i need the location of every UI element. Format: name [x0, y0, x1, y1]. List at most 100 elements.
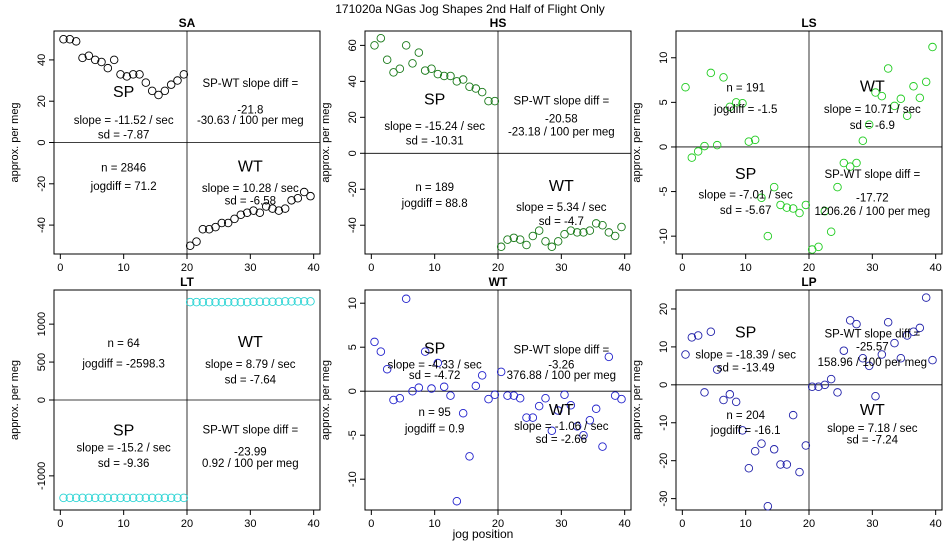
annotation: 158.96 / 100 per meg	[818, 357, 927, 369]
annotation: -23.99	[234, 446, 267, 458]
data-point	[78, 493, 87, 503]
data-point	[420, 66, 430, 75]
annotation: n = 189	[415, 182, 454, 194]
annotation: 1206.26 / 100 per meg	[814, 206, 930, 218]
data-point	[617, 222, 626, 232]
annotation: -25.57	[856, 342, 889, 354]
data-point	[883, 317, 893, 327]
data-point	[414, 48, 424, 57]
data-point	[820, 380, 830, 390]
data-point	[293, 193, 303, 203]
panel-sa: SA 0 10 20 30 40 -40 -20 0 20 40 approx. per meg SP s…	[9, 16, 321, 274]
annotation: jogdiff = 71.2	[90, 181, 157, 193]
data-point	[560, 229, 569, 239]
data-point	[541, 237, 550, 246]
y-tick-label: 5	[347, 344, 359, 350]
data-point	[376, 347, 386, 356]
data-point	[65, 35, 75, 44]
data-point	[204, 224, 214, 234]
data-point	[401, 294, 411, 304]
data-point	[185, 241, 195, 250]
data-point	[395, 64, 405, 74]
annotation: sd = -9.36	[98, 458, 149, 470]
data-point	[719, 73, 728, 82]
data-point	[293, 297, 303, 306]
data-point	[268, 204, 277, 213]
annotation: SP-WT slope diff =	[824, 328, 920, 340]
data-point	[763, 231, 773, 241]
data-point	[287, 297, 296, 306]
data-point	[109, 493, 119, 503]
annotation: sd = -5.67	[720, 205, 771, 217]
annotation: SP-WT slope diff =	[202, 78, 298, 90]
y-axis-label: approx. per meg	[320, 360, 332, 440]
data-point	[452, 77, 462, 86]
data-point	[890, 101, 899, 111]
data-point	[820, 206, 830, 216]
data-point	[496, 242, 506, 252]
data-point	[915, 93, 925, 103]
data-point	[852, 158, 861, 168]
annotation: n = 191	[726, 83, 765, 95]
y-axis-label: approx. per meg	[9, 102, 21, 182]
x-tick-label: 30	[244, 518, 256, 530]
y-tick-label: -20	[347, 181, 359, 197]
figure-title: 171020a NGas Jog Shapes 2nd Half of Flig…	[335, 2, 605, 16]
annotation: -20.58	[545, 114, 578, 126]
data-point	[700, 141, 709, 151]
data-point	[496, 367, 506, 377]
data-point	[179, 493, 189, 503]
data-point	[261, 202, 271, 211]
annotation: slope = 7.18 / sec	[827, 423, 918, 435]
data-point	[173, 493, 182, 503]
data-point	[274, 297, 284, 307]
data-point	[509, 233, 519, 243]
data-point	[572, 422, 582, 431]
x-tick-label: 0	[368, 262, 374, 274]
x-tick-label: 30	[866, 262, 878, 274]
annotation: slope = 5.34 / sec	[516, 202, 607, 214]
x-tick-label: 10	[740, 518, 752, 530]
data-point	[833, 388, 842, 397]
data-point	[471, 381, 481, 391]
x-tick-label: 40	[930, 518, 942, 530]
data-point	[84, 493, 94, 503]
panel-ls: LS 0 10 20 30 40 -10 -5 0 5 10 approx. per meg n = 1…	[631, 16, 943, 274]
data-point	[744, 137, 754, 146]
x-tick-label: 40	[308, 518, 320, 530]
data-point	[59, 35, 68, 44]
data-point	[782, 460, 792, 469]
annotation: slope = 8.79 / sec	[205, 359, 296, 371]
data-point	[915, 323, 925, 333]
data-point	[738, 99, 747, 108]
x-tick-label: 0	[57, 262, 63, 274]
data-point	[211, 297, 220, 307]
y-tick-label: 0	[347, 388, 359, 394]
data-point	[522, 413, 531, 422]
y-tick-label: 0	[658, 144, 670, 150]
data-point	[579, 430, 588, 440]
data-point	[446, 391, 455, 400]
data-point	[807, 382, 817, 391]
data-point	[141, 493, 151, 503]
annotation: sd = -2.66	[536, 434, 587, 446]
data-point	[566, 226, 576, 235]
annotation: sd = -6.58	[225, 195, 276, 207]
data-point	[382, 364, 392, 374]
data-point	[839, 158, 849, 168]
data-point	[427, 64, 436, 74]
x-tick-label: 30	[555, 262, 567, 274]
x-tick-label: 20	[803, 262, 815, 274]
panel-lt: LT 0 10 20 30 40 -1000 0 500 1000 approx. per meg n…	[9, 275, 321, 530]
data-point	[871, 391, 880, 401]
data-point	[928, 355, 937, 365]
x-axis-label: jog position	[452, 527, 514, 541]
data-point	[280, 204, 290, 213]
x-tick-label: 0	[368, 518, 374, 530]
x-tick-label: 40	[308, 262, 320, 274]
data-point	[598, 220, 607, 230]
data-point	[909, 327, 918, 336]
data-point	[122, 72, 132, 81]
annotation: slope = -15.24 / sec	[384, 121, 485, 133]
data-point	[528, 231, 538, 241]
